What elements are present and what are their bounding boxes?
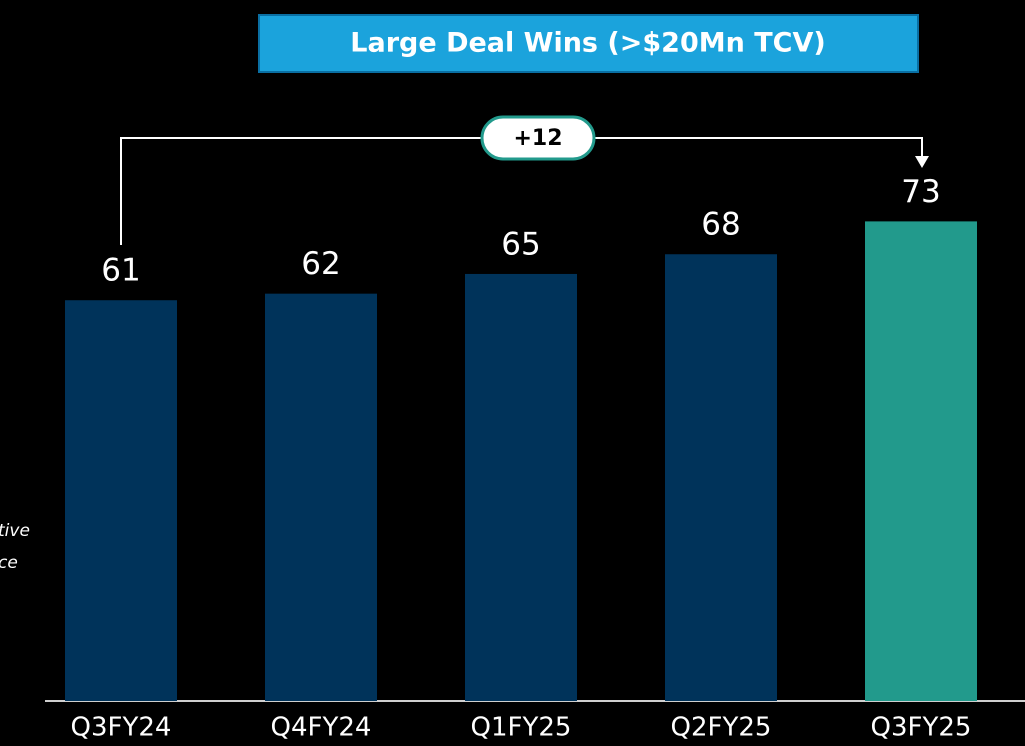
bar [65, 300, 177, 701]
arrow-head [915, 156, 929, 168]
x-tick-label: Q3FY25 [871, 713, 972, 743]
side-note: tive [0, 521, 30, 541]
bar [465, 273, 577, 701]
annotation: +12 [513, 126, 562, 151]
side-note: ce [0, 553, 18, 573]
value-label: 61 [101, 253, 140, 289]
bar [265, 293, 377, 701]
x-tick-label: Q2FY25 [671, 713, 772, 743]
value-label: 73 [901, 174, 940, 210]
x-tick-label: Q1FY25 [471, 713, 572, 743]
value-label: 62 [301, 246, 340, 282]
bar [665, 254, 777, 702]
value-label: 68 [701, 207, 740, 243]
bar [865, 221, 977, 701]
annotation-pill [480, 115, 596, 161]
value-label: 65 [501, 226, 540, 262]
chart-title: Large Deal Wins (>$20Mn TCV) [350, 28, 825, 59]
x-tick-label: Q4FY24 [271, 713, 372, 743]
title-box [258, 14, 919, 73]
x-tick-label: Q3FY24 [71, 713, 172, 743]
